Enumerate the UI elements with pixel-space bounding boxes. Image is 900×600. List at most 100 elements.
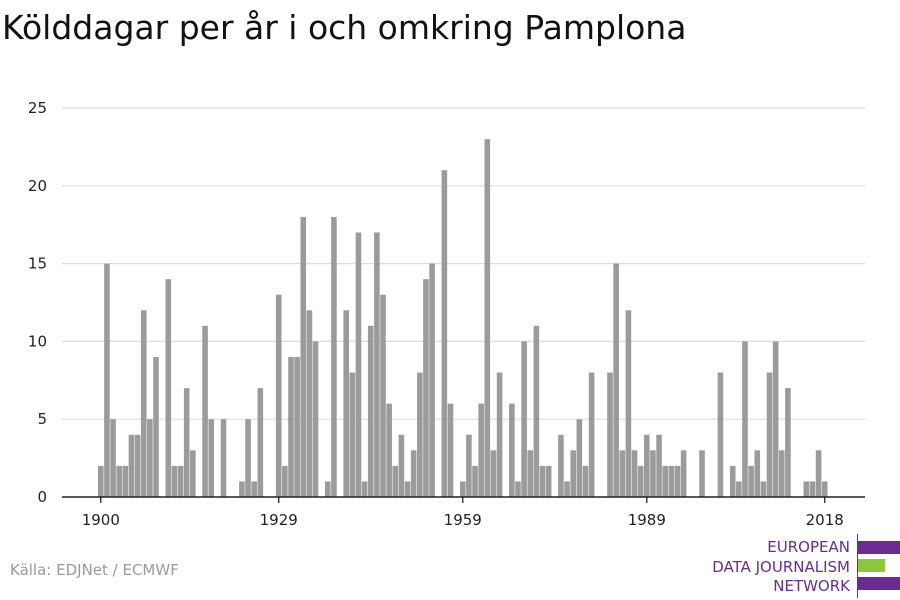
bar bbox=[809, 481, 816, 497]
y-tick-label: 15 bbox=[28, 255, 47, 273]
gridlines bbox=[62, 107, 865, 420]
bar bbox=[282, 465, 288, 497]
bar bbox=[625, 310, 632, 497]
x-axis-ticks: 1900 1929 1959 1989 2018 bbox=[82, 497, 844, 529]
y-tick-label: 0 bbox=[37, 488, 47, 506]
bar bbox=[539, 465, 546, 497]
bar bbox=[631, 450, 638, 497]
bar bbox=[766, 372, 773, 497]
x-tick-label: 1929 bbox=[260, 511, 298, 529]
bar bbox=[570, 450, 576, 497]
bar bbox=[668, 465, 675, 497]
bar bbox=[386, 403, 392, 497]
bar bbox=[122, 465, 129, 497]
bar bbox=[104, 263, 110, 497]
y-axis-labels: 0 5 10 15 20 25 bbox=[28, 99, 47, 506]
bar bbox=[140, 310, 147, 497]
bar bbox=[644, 434, 650, 497]
bar bbox=[183, 388, 190, 497]
bar bbox=[294, 356, 300, 497]
bar bbox=[355, 232, 362, 498]
bar bbox=[717, 372, 724, 497]
bar bbox=[171, 465, 178, 497]
bar bbox=[177, 465, 184, 497]
bar bbox=[324, 481, 331, 497]
bar bbox=[251, 481, 257, 497]
bar bbox=[815, 450, 822, 497]
bar bbox=[441, 170, 448, 498]
bar bbox=[699, 450, 705, 497]
bar bbox=[760, 481, 767, 497]
bar bbox=[521, 341, 527, 497]
bar bbox=[257, 388, 264, 497]
bar bbox=[110, 419, 116, 497]
bar bbox=[417, 372, 423, 497]
bar bbox=[361, 481, 368, 497]
bar bbox=[650, 450, 656, 497]
y-tick-label: 20 bbox=[28, 177, 47, 195]
logo-line-3: NETWORK bbox=[773, 577, 850, 595]
bar bbox=[736, 481, 742, 497]
source-note: Källa: EDJNet / ECMWF bbox=[10, 561, 179, 579]
bar bbox=[772, 341, 779, 497]
bar bbox=[367, 325, 374, 497]
bar bbox=[459, 481, 466, 497]
bar bbox=[202, 325, 208, 497]
x-tick-label: 1900 bbox=[82, 511, 120, 529]
bar bbox=[300, 216, 307, 498]
bar bbox=[527, 450, 534, 497]
bar bbox=[410, 450, 417, 497]
bar bbox=[619, 450, 626, 497]
logo-line-1: EUROPEAN bbox=[767, 538, 850, 556]
bar bbox=[558, 434, 564, 497]
bar bbox=[785, 388, 791, 497]
bars bbox=[98, 139, 828, 498]
bar bbox=[447, 403, 454, 497]
bar bbox=[128, 434, 135, 497]
bar bbox=[98, 465, 104, 497]
x-tick-label: 1959 bbox=[444, 511, 482, 529]
logo-purple-bar bbox=[858, 577, 900, 590]
bar bbox=[478, 403, 484, 497]
bar bbox=[343, 310, 349, 497]
logo-divider bbox=[857, 534, 858, 598]
logo-line-2: DATA JOURNALISM bbox=[712, 557, 850, 576]
bar bbox=[147, 419, 153, 497]
bar bbox=[116, 465, 123, 497]
bar bbox=[392, 465, 399, 497]
bar bbox=[545, 465, 552, 497]
bar bbox=[153, 356, 159, 497]
bar bbox=[466, 434, 472, 497]
bar bbox=[803, 481, 810, 497]
bar bbox=[778, 450, 785, 497]
bar bbox=[754, 450, 761, 497]
bar bbox=[509, 403, 515, 497]
bar bbox=[312, 341, 319, 497]
logo-purple-bar bbox=[858, 541, 900, 554]
bar bbox=[245, 419, 251, 497]
x-tick-label: 2018 bbox=[806, 511, 844, 529]
bar bbox=[607, 372, 613, 497]
bar bbox=[680, 450, 687, 497]
bar bbox=[662, 465, 669, 497]
bar bbox=[275, 294, 282, 497]
bar bbox=[349, 372, 356, 497]
bar bbox=[582, 465, 589, 497]
logo-text: EUROPEAN DATA JOURNALISM NETWORK bbox=[712, 538, 850, 597]
bar bbox=[239, 481, 245, 497]
x-tick-label: 1989 bbox=[628, 511, 666, 529]
bar bbox=[208, 419, 215, 497]
bar bbox=[288, 356, 294, 497]
bar bbox=[220, 419, 227, 497]
logo-green-bar bbox=[858, 559, 885, 572]
bar bbox=[564, 481, 570, 497]
y-tick-label: 10 bbox=[28, 332, 47, 350]
bar bbox=[748, 465, 754, 497]
bar bbox=[742, 341, 748, 497]
bar bbox=[404, 481, 411, 497]
bar bbox=[398, 434, 405, 497]
bar bbox=[674, 465, 681, 497]
bar bbox=[515, 481, 521, 497]
bar bbox=[490, 450, 497, 497]
